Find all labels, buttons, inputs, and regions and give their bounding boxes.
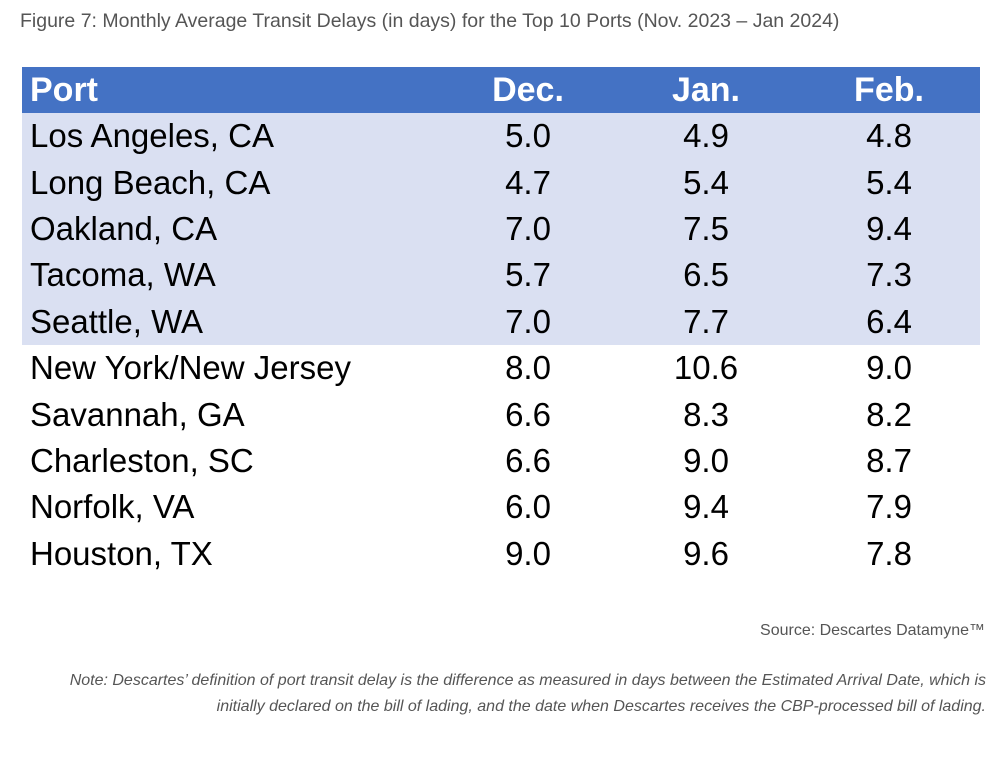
port-name-cell: Houston, TX xyxy=(30,534,213,572)
jan-value-cell: 8.3 xyxy=(683,395,729,433)
port-name-cell: Tacoma, WA xyxy=(30,256,216,294)
table-row: New York/New Jersey 8.0 10.6 9.0 xyxy=(22,345,980,391)
dec-value-cell: 7.0 xyxy=(505,302,551,340)
dec-value-cell: 5.7 xyxy=(505,256,551,294)
port-name-cell: Charleston, SC xyxy=(30,441,254,479)
source-credit: Source: Descartes Datamyne™ xyxy=(760,622,985,639)
port-name-cell: Long Beach, CA xyxy=(30,163,271,201)
table-header: Port Dec. Jan. Feb. xyxy=(22,67,980,113)
feb-value-cell: 7.8 xyxy=(866,534,912,572)
table-row: Charleston, SC 6.6 9.0 8.7 xyxy=(22,438,980,484)
table-body: Los Angeles, CA 5.0 4.9 4.8 Long Beach, CA 4.… xyxy=(22,113,980,577)
header-row: Port Dec. Jan. Feb. xyxy=(22,67,980,113)
table-row: Tacoma, WA 5.7 6.5 7.3 xyxy=(22,252,980,299)
table-row: Savannah, GA 6.6 8.3 8.2 xyxy=(22,391,980,437)
footnote: Note: Descartes’ definition of port tran… xyxy=(69,672,986,715)
table-row: Los Angeles, CA 5.0 4.9 4.8 xyxy=(22,113,980,160)
dec-value-cell: 6.6 xyxy=(505,395,551,433)
feb-value-cell: 7.9 xyxy=(866,488,912,526)
dec-value-cell: 6.0 xyxy=(505,488,551,526)
jan-value-cell: 6.5 xyxy=(683,256,729,294)
dec-value-cell: 8.0 xyxy=(505,349,551,387)
transit-delay-table-container: Port Dec. Jan. Feb. Los Angeles, CA 5.0 4.… xyxy=(22,67,980,577)
port-name-cell: Savannah, GA xyxy=(30,395,245,433)
dec-value-cell: 9.0 xyxy=(505,534,551,572)
figure-title: Figure 7: Monthly Average Transit Delays… xyxy=(20,10,840,32)
port-name-cell: Oakland, CA xyxy=(30,209,218,247)
feb-value-cell: 4.8 xyxy=(866,117,912,155)
feb-value-cell: 8.2 xyxy=(866,395,912,433)
column-header-jan: Jan. xyxy=(671,70,741,109)
port-name-cell: Seattle, WA xyxy=(30,302,204,340)
feb-value-cell: 5.4 xyxy=(866,163,912,201)
feb-value-cell: 9.0 xyxy=(866,349,912,387)
table-row: Long Beach, CA 4.7 5.4 5.4 xyxy=(22,159,980,206)
dec-value-cell: 6.6 xyxy=(505,441,551,479)
dec-value-cell: 4.7 xyxy=(505,163,551,201)
port-name-cell: New York/New Jersey xyxy=(30,349,351,387)
jan-value-cell: 10.6 xyxy=(673,349,739,387)
jan-value-cell: 7.7 xyxy=(683,302,729,340)
feb-value-cell: 7.3 xyxy=(866,256,912,294)
jan-value-cell: 9.6 xyxy=(683,534,729,572)
feb-value-cell: 9.4 xyxy=(866,209,912,247)
column-header-dec: Dec. xyxy=(492,70,564,109)
transit-delay-table: Port Dec. Jan. Feb. Los Angeles, CA 5.0 4.… xyxy=(22,67,980,577)
column-header-port: Port xyxy=(30,70,98,109)
table-row: Houston, TX 9.0 9.6 7.8 xyxy=(22,531,980,577)
jan-value-cell: 9.4 xyxy=(683,488,729,526)
jan-value-cell: 9.0 xyxy=(683,441,729,479)
dec-value-cell: 7.0 xyxy=(505,209,551,247)
column-header-feb: Feb. xyxy=(854,70,924,109)
port-name-cell: Norfolk, VA xyxy=(30,488,195,526)
jan-value-cell: 4.9 xyxy=(683,117,729,155)
table-row: Oakland, CA 7.0 7.5 9.4 xyxy=(22,205,980,253)
table-row: Norfolk, VA 6.0 9.4 7.9 xyxy=(22,484,980,530)
port-name-cell: Los Angeles, CA xyxy=(30,117,274,155)
jan-value-cell: 5.4 xyxy=(683,163,729,201)
table-row: Seattle, WA 7.0 7.7 6.4 xyxy=(22,298,980,345)
jan-value-cell: 7.5 xyxy=(683,209,729,247)
dec-value-cell: 5.0 xyxy=(505,117,551,155)
feb-value-cell: 8.7 xyxy=(866,441,912,479)
feb-value-cell: 6.4 xyxy=(866,302,912,340)
